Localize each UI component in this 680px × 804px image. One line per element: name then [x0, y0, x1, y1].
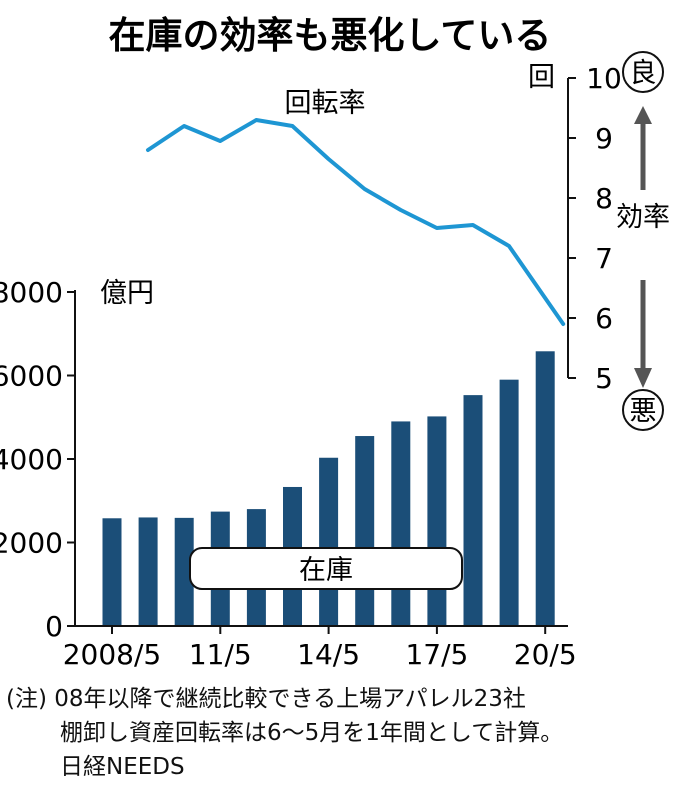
- turnover-line-layer: [146, 118, 566, 326]
- x-tick-label: 11/5: [189, 638, 252, 671]
- bar-series-label-box: [189, 547, 463, 590]
- left-axis-unit: 億円: [100, 278, 154, 309]
- bad-label: 悪: [630, 396, 657, 427]
- down-arrow-icon: [634, 368, 652, 388]
- line-series-label: 回転率: [285, 88, 366, 119]
- inventory-bar: [319, 457, 339, 626]
- up-arrow-icon: [634, 106, 652, 124]
- right-tick-label: 5: [595, 362, 613, 395]
- efficiency-label: 効率: [616, 202, 670, 233]
- inventory-bar: [391, 421, 411, 626]
- left-tick-label: 0: [45, 610, 63, 643]
- efficiency-scale: 良 効率 悪: [616, 51, 670, 431]
- chart-title: 在庫の効率も悪化している: [109, 14, 552, 57]
- left-tick-label: 2000: [0, 527, 63, 560]
- note-line-1: (注) 08年以降で継続比較できる上場アパレル23社: [6, 686, 526, 712]
- inventory-bar: [535, 351, 555, 626]
- right-axis-unit: 回: [528, 62, 555, 93]
- inventory-bar: [499, 379, 519, 626]
- right-axis-ticks: 5 6 7 8 9 10: [568, 62, 622, 395]
- note-line-2: 棚卸し資産回転率は6～5月を1年間として計算。: [60, 720, 564, 746]
- right-tick-label: 7: [595, 242, 613, 275]
- inventory-bar: [355, 436, 375, 626]
- inventory-bar: [427, 416, 447, 626]
- left-tick-label: 4000: [0, 443, 63, 476]
- good-label: 良: [630, 58, 657, 89]
- inventory-bar: [463, 395, 483, 626]
- x-axis-ticks: 2008/5 11/5 14/5 17/5 20/5: [63, 626, 577, 671]
- inventory-bar: [102, 518, 122, 626]
- inventory-bar: [138, 517, 158, 626]
- right-tick-label: 10: [586, 62, 622, 95]
- inventory-bar: [174, 517, 194, 626]
- good-badge: [622, 51, 664, 93]
- right-tick-label: 6: [595, 302, 613, 335]
- right-tick-label: 9: [595, 122, 613, 155]
- note-line-3: 日経NEEDS: [60, 754, 185, 780]
- bad-badge: [622, 389, 664, 431]
- x-tick-label: 2008/5: [63, 638, 162, 671]
- turnover-line: [146, 118, 566, 326]
- x-tick-label: 20/5: [514, 638, 577, 671]
- left-tick-label: 8000: [0, 276, 63, 309]
- x-tick-label: 14/5: [297, 638, 360, 671]
- left-tick-label: 6000: [0, 360, 63, 393]
- bar-series-label: 在庫: [299, 555, 353, 586]
- x-tick-label: 17/5: [405, 638, 468, 671]
- left-axis-ticks: 0 2000 4000 6000 8000: [0, 276, 75, 643]
- right-tick-label: 8: [595, 182, 613, 215]
